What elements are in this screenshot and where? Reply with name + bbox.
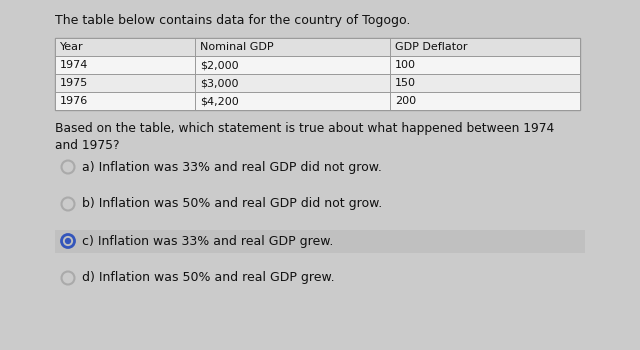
Text: GDP Deflator: GDP Deflator — [395, 42, 467, 52]
FancyBboxPatch shape — [55, 56, 580, 74]
Text: 150: 150 — [395, 78, 416, 88]
Text: $3,000: $3,000 — [200, 78, 239, 88]
Text: 200: 200 — [395, 96, 416, 106]
Circle shape — [65, 239, 70, 244]
Text: Nominal GDP: Nominal GDP — [200, 42, 274, 52]
Text: $4,200: $4,200 — [200, 96, 239, 106]
Text: Based on the table, which statement is true about what happened between 1974
and: Based on the table, which statement is t… — [55, 122, 554, 152]
FancyBboxPatch shape — [55, 38, 580, 56]
Text: The table below contains data for the country of Togogo.: The table below contains data for the co… — [55, 14, 410, 27]
FancyBboxPatch shape — [55, 92, 580, 110]
Text: 1976: 1976 — [60, 96, 88, 106]
Text: Year: Year — [60, 42, 84, 52]
Text: d) Inflation was 50% and real GDP grew.: d) Inflation was 50% and real GDP grew. — [82, 272, 335, 285]
Text: a) Inflation was 33% and real GDP did not grow.: a) Inflation was 33% and real GDP did no… — [82, 161, 382, 174]
FancyBboxPatch shape — [55, 38, 580, 110]
Text: 1975: 1975 — [60, 78, 88, 88]
Text: $2,000: $2,000 — [200, 60, 239, 70]
Text: 1974: 1974 — [60, 60, 88, 70]
FancyBboxPatch shape — [55, 74, 580, 92]
Text: b) Inflation was 50% and real GDP did not grow.: b) Inflation was 50% and real GDP did no… — [82, 197, 382, 210]
Text: 100: 100 — [395, 60, 416, 70]
FancyBboxPatch shape — [55, 230, 585, 252]
Text: c) Inflation was 33% and real GDP grew.: c) Inflation was 33% and real GDP grew. — [82, 234, 333, 247]
